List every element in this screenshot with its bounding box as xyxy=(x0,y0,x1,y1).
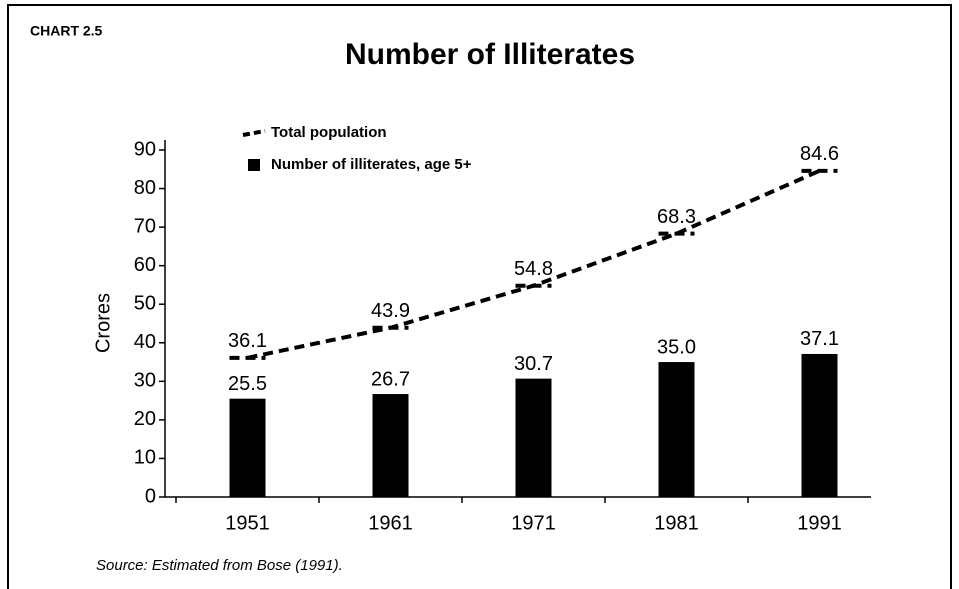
legend-label: Number of illiterates, age 5+ xyxy=(271,156,472,173)
line-value-label: 43.9 xyxy=(371,300,410,322)
y-tick-label: 10 xyxy=(134,447,156,469)
y-tick-label: 0 xyxy=(145,485,156,507)
bar-value-label: 30.7 xyxy=(514,353,553,375)
bar-value-label: 37.1 xyxy=(800,328,839,350)
bar xyxy=(658,362,695,497)
y-tick-label: 20 xyxy=(134,408,156,430)
y-tick-label: 60 xyxy=(134,254,156,276)
bar xyxy=(801,353,838,497)
line-value-label: 84.6 xyxy=(800,143,839,165)
bar xyxy=(229,398,266,497)
line-value-label: 36.1 xyxy=(228,330,267,352)
y-tick-label: 80 xyxy=(134,177,156,199)
x-tick-label: 1961 xyxy=(368,512,413,534)
chart-title: Number of Illiterates xyxy=(345,38,635,71)
chart-label: CHART 2.5 xyxy=(30,23,103,39)
legend-label: Total population xyxy=(271,124,387,141)
y-tick-label: 50 xyxy=(134,293,156,315)
y-tick-label: 30 xyxy=(134,370,156,392)
line-value-label: 68.3 xyxy=(657,206,696,228)
bar xyxy=(372,394,409,497)
x-tick-label: 1971 xyxy=(511,512,556,534)
y-tick-label: 40 xyxy=(134,331,156,353)
source-note: Source: Estimated from Bose (1991). xyxy=(96,557,343,574)
frame xyxy=(7,4,952,589)
bar xyxy=(515,378,552,497)
y-tick-label: 90 xyxy=(134,138,156,160)
bar-value-label: 25.5 xyxy=(228,373,267,395)
y-tick-label: 70 xyxy=(134,215,156,237)
y-axis-label: Crores xyxy=(92,293,114,353)
legend-swatch xyxy=(248,159,260,171)
x-tick-label: 1981 xyxy=(654,512,699,534)
bar-value-label: 35.0 xyxy=(657,336,696,358)
x-tick-label: 1951 xyxy=(225,512,270,534)
line-value-label: 54.8 xyxy=(514,258,553,280)
legend-swatch xyxy=(242,129,266,137)
x-tick-label: 1991 xyxy=(797,512,842,534)
bar-value-label: 26.7 xyxy=(371,368,410,390)
